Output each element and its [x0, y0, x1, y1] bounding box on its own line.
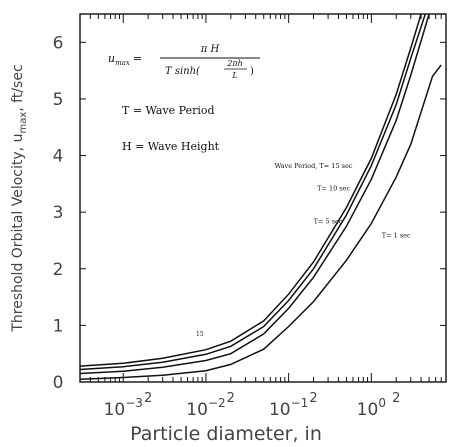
y-tick-label: 2	[53, 260, 64, 280]
legend-line-period: T = Wave Period	[122, 104, 215, 117]
y-tick-label: 1	[53, 316, 64, 336]
legend-line-height: H = Wave Height	[122, 140, 220, 153]
series-line	[80, 14, 422, 367]
series-line	[80, 64, 442, 380]
x-tick-label: 10−3	[104, 396, 143, 420]
series-line	[80, 14, 430, 375]
x-minor-tick-label: 2	[144, 391, 152, 406]
y-axis-label-unit: , ft/sec	[10, 64, 26, 111]
formula-denominator: T sinh(	[165, 66, 201, 77]
x-tick-label: 10−1	[269, 396, 308, 420]
x-minor-tick-label: 2	[309, 391, 317, 406]
formula: umax = π H T sinh( 2πh L )	[108, 44, 260, 80]
x-axis-label: Particle diameter, in	[130, 423, 322, 445]
y-axis-ticks: 0 1 2 3 4 5 6	[53, 33, 446, 393]
formula-numerator: π H	[200, 44, 220, 55]
x-tick-label: 10−2	[186, 396, 225, 420]
formula-close: )	[250, 66, 254, 77]
x-minor-tick-label: 2	[227, 391, 235, 406]
series-group: Wave Period, T= 15 sec T= 10 sec T= 5 sec T…	[80, 14, 442, 380]
plot-frame	[79, 13, 447, 383]
y-axis-label-sub: max	[18, 112, 29, 134]
formula-inner-numerator: 2πh	[226, 59, 243, 68]
x-minor-tick-label: 2	[392, 391, 400, 406]
y-axis-label-main: Threshold Orbital Velocity, u	[10, 134, 26, 333]
x-tick-label: 100	[357, 396, 386, 420]
series-label: T= 1 sec	[382, 232, 411, 240]
y-tick-label: 5	[53, 90, 64, 110]
y-tick-label: 3	[53, 203, 64, 223]
y-tick-label: 6	[53, 33, 64, 53]
small-annotation: 15	[196, 331, 204, 338]
y-tick-label: 4	[53, 147, 64, 167]
formula-inner-denominator: L	[231, 71, 237, 80]
series-label: Wave Period, T= 15 sec	[275, 162, 353, 170]
y-tick-label: 0	[53, 373, 64, 393]
series-line	[80, 14, 427, 371]
y-axis-label: Threshold Orbital Velocity, umax, ft/sec	[10, 64, 29, 332]
series-label: T= 5 sec	[314, 217, 343, 225]
formula-lhs: umax =	[108, 52, 142, 67]
series-label: T= 10 sec	[317, 185, 350, 193]
